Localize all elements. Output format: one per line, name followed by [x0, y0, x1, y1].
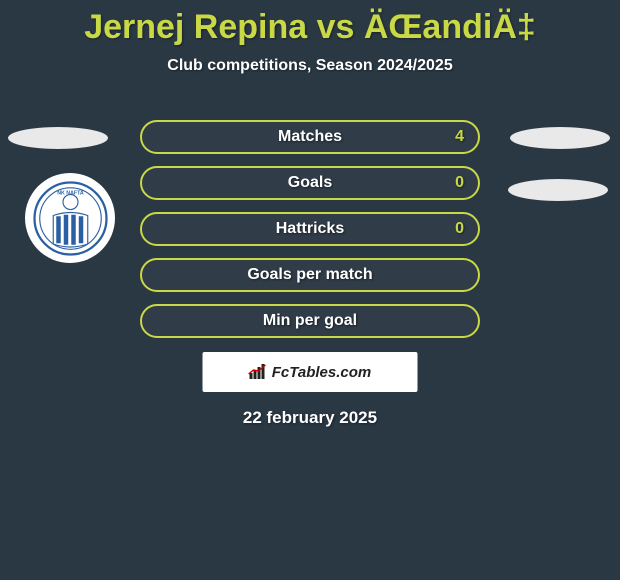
stat-row-matches: Matches 4 — [140, 120, 480, 154]
stat-row-min-per-goal: Min per goal — [140, 304, 480, 338]
stat-label: Min per goal — [263, 312, 357, 330]
stat-label: Hattricks — [276, 220, 344, 238]
date-text: 22 february 2025 — [0, 408, 620, 428]
svg-text:NK NAFTA: NK NAFTA — [57, 190, 84, 196]
attribution[interactable]: FcTables.com — [203, 352, 418, 392]
stat-label: Goals — [288, 174, 332, 192]
page-title: Jernej Repina vs ÄŒandiÄ‡ — [0, 0, 620, 47]
left-placeholder-1 — [8, 127, 108, 149]
stat-value: 0 — [455, 220, 464, 238]
attribution-text: FcTables.com — [272, 364, 371, 381]
stat-row-hattricks: Hattricks 0 — [140, 212, 480, 246]
stats-rows: Matches 4 Goals 0 Hattricks 0 Goals per … — [140, 120, 480, 350]
stat-value: 0 — [455, 174, 464, 192]
stat-value: 4 — [455, 128, 464, 146]
stat-row-goals-per-match: Goals per match — [140, 258, 480, 292]
stat-label: Matches — [278, 128, 342, 146]
stat-row-goals: Goals 0 — [140, 166, 480, 200]
right-placeholder-2 — [508, 179, 608, 201]
team-badge: NK NAFTA — [25, 173, 115, 263]
stat-label: Goals per match — [247, 266, 372, 284]
right-placeholder-1 — [510, 127, 610, 149]
page-subtitle: Club competitions, Season 2024/2025 — [0, 57, 620, 75]
team-badge-icon: NK NAFTA — [33, 181, 108, 256]
bar-chart-icon — [249, 364, 269, 380]
